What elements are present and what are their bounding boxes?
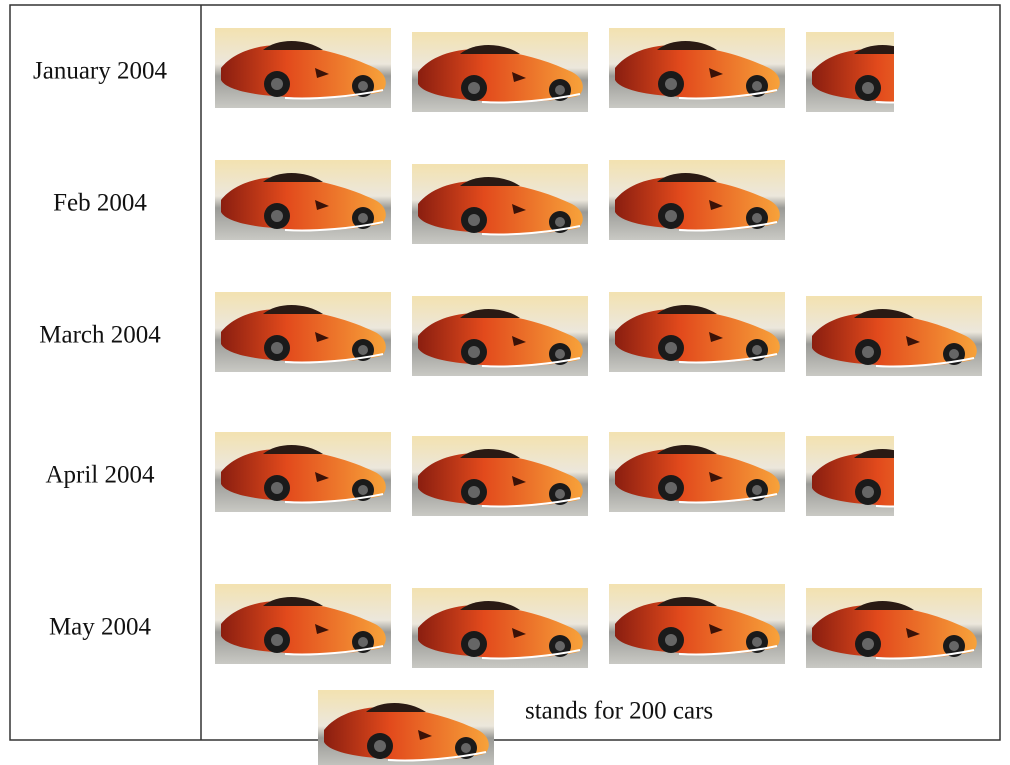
car-image <box>215 28 391 108</box>
car-icon <box>609 160 785 240</box>
car-icon <box>215 28 391 108</box>
car-icon <box>806 296 982 376</box>
car-icon <box>609 292 785 372</box>
icon-row <box>215 432 982 516</box>
car-image <box>412 164 588 244</box>
icon-row <box>215 292 982 376</box>
page: January 2004 Feb 2004 March 2004 April 2004… <box>0 0 1010 765</box>
car-icon <box>412 588 588 668</box>
car-image <box>806 296 982 376</box>
car-icon <box>215 160 391 240</box>
car-icon <box>806 32 982 112</box>
car-icon <box>412 32 588 112</box>
legend-label: stands for 200 cars <box>525 698 713 725</box>
car-image <box>215 432 391 512</box>
car-image <box>806 32 982 112</box>
car-icon <box>412 164 588 244</box>
car-icon <box>318 690 494 765</box>
car-image <box>609 160 785 240</box>
car-image <box>412 32 588 112</box>
icon-row <box>215 28 982 112</box>
car-image <box>609 432 785 512</box>
car-icon <box>412 296 588 376</box>
car-image <box>215 160 391 240</box>
car-icon <box>609 584 785 664</box>
car-image <box>412 296 588 376</box>
car-icon <box>412 436 588 516</box>
car-icon <box>806 588 982 668</box>
car-icon <box>215 584 391 664</box>
chart: January 2004 Feb 2004 March 2004 April 2004… <box>0 0 1010 765</box>
car-image <box>318 690 494 765</box>
car-image <box>412 436 588 516</box>
car-icon <box>806 436 982 516</box>
car-icon <box>215 292 391 372</box>
car-image <box>806 436 982 516</box>
car-image <box>412 588 588 668</box>
car-image <box>215 584 391 664</box>
icon-row <box>215 160 785 244</box>
car-image <box>215 292 391 372</box>
car-icon <box>215 432 391 512</box>
row-label: May 2004 <box>49 614 152 641</box>
row-label: Feb 2004 <box>53 190 147 217</box>
row-label: April 2004 <box>45 462 155 489</box>
row-label: January 2004 <box>33 58 167 85</box>
legend-icon <box>318 690 494 765</box>
car-icon <box>609 28 785 108</box>
car-image <box>806 588 982 668</box>
car-image <box>609 584 785 664</box>
car-image <box>609 292 785 372</box>
row-label: March 2004 <box>39 322 161 349</box>
icon-row <box>215 584 982 668</box>
car-image <box>609 28 785 108</box>
car-icon <box>609 432 785 512</box>
